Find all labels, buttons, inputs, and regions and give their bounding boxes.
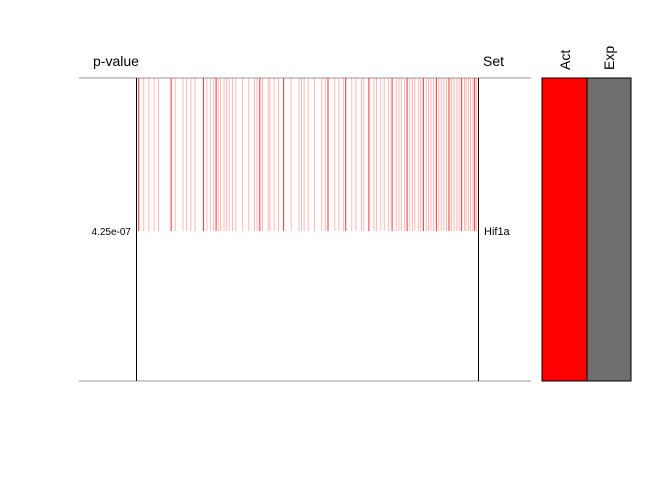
set-header: Set [483, 53, 504, 69]
heatmap-cell-exp [586, 77, 632, 382]
pvalue-header: p-value [93, 53, 139, 69]
plot-frame [79, 77, 531, 382]
pvalue-label: 4.25e-07 [92, 227, 132, 238]
column-header-act: Act [557, 50, 573, 70]
column-header-exp: Exp [601, 46, 617, 70]
set-name-label: Hif1a [484, 226, 511, 238]
barcode-strip [138, 78, 477, 231]
heatmap-cell-act [541, 77, 588, 382]
heatmap-panel: Act Exp [541, 46, 632, 382]
